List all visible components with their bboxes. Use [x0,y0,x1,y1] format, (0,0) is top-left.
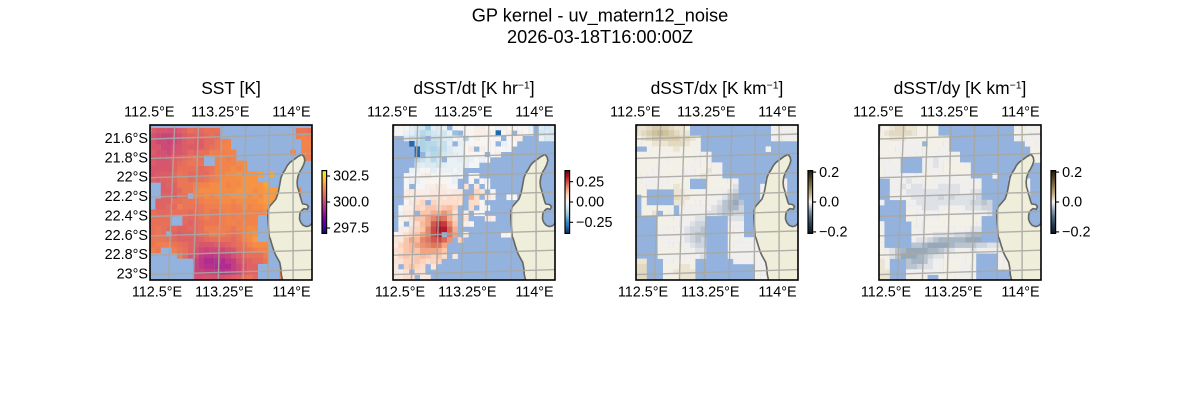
svg-text:dSST/dy [K km−1]: dSST/dy [K km−1] [894,78,1027,98]
svg-text:22°S: 22°S [117,170,148,186]
svg-text:114°E: 114°E [515,105,553,121]
svg-text:112.5°E: 112.5°E [132,285,182,301]
svg-text:112.5°E: 112.5°E [610,105,660,121]
svg-text:GP kernel - uv_matern12_noise: GP kernel - uv_matern12_noise [472,5,728,26]
svg-text:297.5: 297.5 [333,221,369,237]
svg-text:114°E: 114°E [758,285,796,301]
svg-text:113.25°E: 113.25°E [438,285,496,301]
svg-text:113.25°E: 113.25°E [677,105,735,121]
svg-text:SST [K]: SST [K] [201,78,261,98]
svg-text:114°E: 114°E [272,105,310,121]
svg-text:−0.2: −0.2 [1062,225,1090,241]
svg-text:113.25°E: 113.25°E [920,105,978,121]
svg-text:113.25°E: 113.25°E [924,285,982,301]
svg-text:0.00: 0.00 [576,195,604,211]
svg-text:22.8°S: 22.8°S [105,247,148,263]
svg-text:114°E: 114°E [1001,285,1039,301]
svg-text:113.25°E: 113.25°E [681,285,739,301]
svg-text:0.0: 0.0 [819,195,839,211]
svg-text:−0.25: −0.25 [576,215,612,231]
svg-text:−0.2: −0.2 [819,225,847,241]
svg-text:114°E: 114°E [515,285,553,301]
svg-text:113.25°E: 113.25°E [195,285,253,301]
svg-text:302.5: 302.5 [333,169,369,185]
svg-text:2026-03-18T16:00:00Z: 2026-03-18T16:00:00Z [507,27,693,47]
svg-text:112.5°E: 112.5°E [375,285,425,301]
svg-text:113.25°E: 113.25°E [434,105,492,121]
svg-text:114°E: 114°E [1001,105,1039,121]
svg-text:22.2°S: 22.2°S [105,189,148,205]
svg-text:112.5°E: 112.5°E [124,105,174,121]
svg-text:22.4°S: 22.4°S [105,208,148,224]
svg-text:21.6°S: 21.6°S [105,131,148,147]
svg-text:21.8°S: 21.8°S [105,150,148,166]
svg-text:114°E: 114°E [272,285,310,301]
svg-text:112.5°E: 112.5°E [861,285,911,301]
svg-text:dSST/dx [K km−1]: dSST/dx [K km−1] [651,78,784,98]
svg-text:113.25°E: 113.25°E [191,105,249,121]
svg-text:22.6°S: 22.6°S [105,228,148,244]
svg-text:0.2: 0.2 [1062,165,1082,181]
svg-text:0.25: 0.25 [576,174,604,190]
svg-text:112.5°E: 112.5°E [367,105,417,121]
svg-text:114°E: 114°E [758,105,796,121]
svg-text:0.2: 0.2 [819,165,839,181]
svg-text:dSST/dt [K hr−1]: dSST/dt [K hr−1] [413,78,534,98]
svg-text:23°S: 23°S [117,267,148,283]
svg-text:0.0: 0.0 [1062,195,1082,211]
svg-text:112.5°E: 112.5°E [618,285,668,301]
svg-text:300.0: 300.0 [333,195,369,211]
svg-text:112.5°E: 112.5°E [853,105,903,121]
